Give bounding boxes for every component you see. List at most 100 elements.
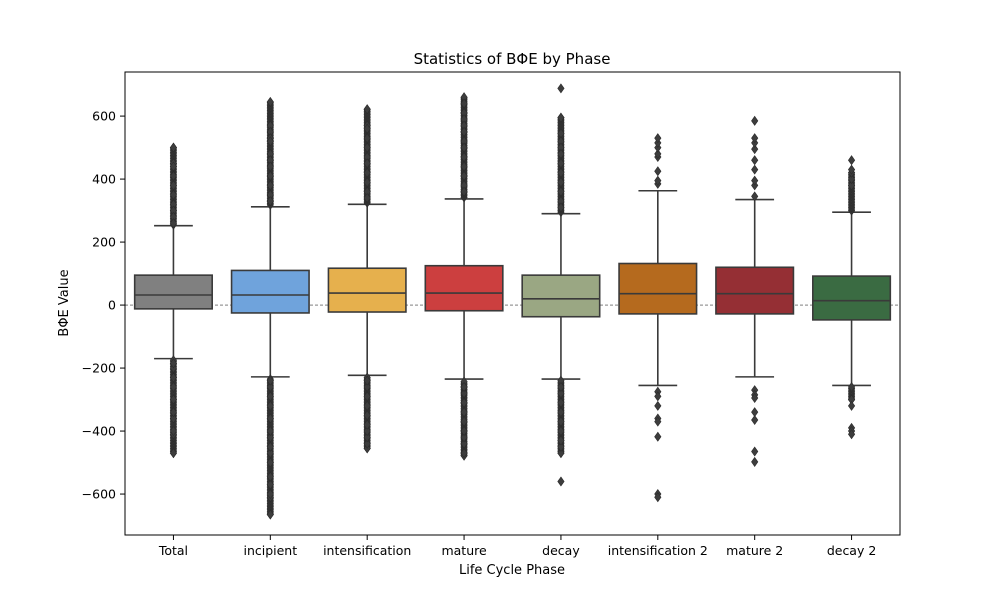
outlier-Total-115: [169, 394, 178, 405]
box-decay-2: [812, 275, 892, 321]
outlier-intensification-2-9: [654, 175, 662, 186]
outlier-intensification-110: [363, 419, 371, 430]
outlier-intensification-2-4: [654, 416, 662, 427]
y-tick-label--600: −600: [82, 487, 116, 502]
outlier-decay-108: [557, 476, 565, 487]
outlier-incipient-161: [266, 432, 274, 443]
outlier-mature-2-2: [751, 392, 759, 404]
outlier-incipient-165: [266, 391, 274, 402]
outlier-mature-2-6: [751, 456, 759, 467]
outlier-incipient-153: [266, 509, 274, 520]
outlier-decay-113: [557, 416, 565, 427]
outlier-incipient-168: [266, 96, 274, 107]
box-mature: [424, 264, 504, 312]
chart-title: Statistics of BΦE by Phase: [414, 50, 611, 68]
x-tick-label-decay-2: decay 2: [827, 543, 876, 558]
outlier-incipient-160: [266, 441, 274, 452]
outlier-mature-2-5: [751, 446, 759, 457]
outlier-mature-114: [460, 438, 468, 449]
outlier-intensification-2-10: [654, 166, 662, 177]
outlier-decay-118: [557, 83, 565, 94]
outlier-incipient-179: [266, 196, 274, 207]
outlier-decay-119: [557, 112, 565, 123]
outlier-mature-117: [460, 416, 468, 427]
y-tick-label--200: −200: [82, 361, 116, 376]
outlier-decay-2-39: [847, 180, 856, 191]
outlier-Total-112: [169, 426, 178, 437]
outlier-mature-115: [460, 432, 468, 443]
outlier-Total-117: [169, 372, 178, 383]
outlier-mature-2-7: [751, 191, 759, 202]
outlier-mature-120: [460, 388, 468, 399]
y-tick-label-400: 400: [92, 172, 116, 187]
outlier-intensification-113: [363, 391, 371, 402]
x-tick-label-intensification-2: intensification 2: [608, 543, 708, 558]
outlier-Total-113: [169, 413, 178, 424]
box-intensification-2: [618, 262, 698, 315]
outlier-mature-119: [460, 397, 468, 408]
outlier-intensification-2-15: [654, 133, 662, 144]
outlier-intensification-114: [363, 381, 371, 392]
outlier-decay-111: [557, 435, 565, 446]
outlier-decay-2-40: [847, 174, 856, 185]
outlier-decay-2-8: [847, 381, 856, 392]
x-tick-label-Total: Total: [158, 543, 188, 558]
x-tick-label-intensification: intensification: [323, 543, 411, 558]
outlier-decay-109: [557, 448, 565, 459]
outlier-incipient-166: [266, 381, 274, 392]
outlier-intensification-109: [363, 426, 371, 437]
outlier-intensification-112: [363, 400, 371, 411]
x-tick-label-incipient: incipient: [243, 543, 297, 558]
outlier-incipient-164: [266, 400, 274, 411]
x-axis-label: Life Cycle Phase: [459, 563, 565, 578]
box-mature-2: [715, 266, 795, 315]
box-incipient: [230, 269, 310, 314]
outlier-mature-2-15: [751, 115, 759, 126]
y-tick-label--400: −400: [82, 424, 116, 439]
outlier-Total-114: [169, 407, 178, 418]
outlier-decay-116: [557, 388, 565, 399]
outlier-incipient-156: [266, 479, 274, 490]
outlier-incipient-158: [266, 457, 274, 468]
outlier-decay-2-38: [847, 429, 856, 440]
y-tick-label-600: 600: [92, 109, 116, 124]
outlier-decay-115: [557, 397, 565, 408]
outlier-decay-2-42: [847, 164, 856, 175]
outlier-incipient-159: [266, 448, 274, 459]
outlier-intensification-2-12: [654, 148, 662, 159]
outlier-mature-2-12: [751, 144, 759, 155]
outlier-decay-112: [557, 426, 565, 437]
outlier-intensification-111: [363, 410, 371, 421]
outlier-incipient-157: [266, 471, 274, 482]
outlier-incipient-167: [266, 375, 274, 386]
x-tick-label-decay: decay: [542, 543, 580, 558]
outlier-incipient-155: [266, 489, 274, 500]
outlier-intensification-116: [363, 104, 371, 115]
outlier-intensification-2-2: [654, 400, 662, 411]
outlier-mature-121: [460, 381, 468, 392]
x-tick-label-mature-2: mature 2: [726, 543, 783, 558]
outlier-Total-119: [169, 358, 178, 369]
outlier-Total-129: [169, 218, 178, 229]
outlier-intensification-115: [363, 375, 371, 386]
outlier-decay-117: [557, 381, 565, 392]
x-tick-label-mature: mature: [441, 543, 487, 558]
outlier-decay-2-43: [847, 155, 856, 166]
box-Total: [133, 274, 213, 310]
outlier-intensification-107: [363, 438, 371, 449]
outlier-decay-2-35: [847, 400, 856, 411]
y-tick-label-0: 0: [108, 298, 116, 313]
outlier-mature-2-14: [751, 133, 759, 144]
outlier-mature-2-4: [751, 415, 759, 426]
outlier-decay-114: [557, 407, 565, 418]
outlier-mature-2-9: [751, 175, 759, 186]
outlier-mature-2-11: [751, 155, 759, 166]
outlier-mature-113: [460, 448, 468, 459]
plot-area: −600 −400 −200 0 200 400 600 Total incipient inte…: [82, 71, 901, 558]
outlier-incipient-163: [266, 413, 274, 424]
y-axis-label: BΦE Value: [57, 269, 72, 336]
outlier-mature-118: [460, 407, 468, 418]
box-intensification: [327, 267, 407, 313]
box-decay: [521, 274, 601, 318]
